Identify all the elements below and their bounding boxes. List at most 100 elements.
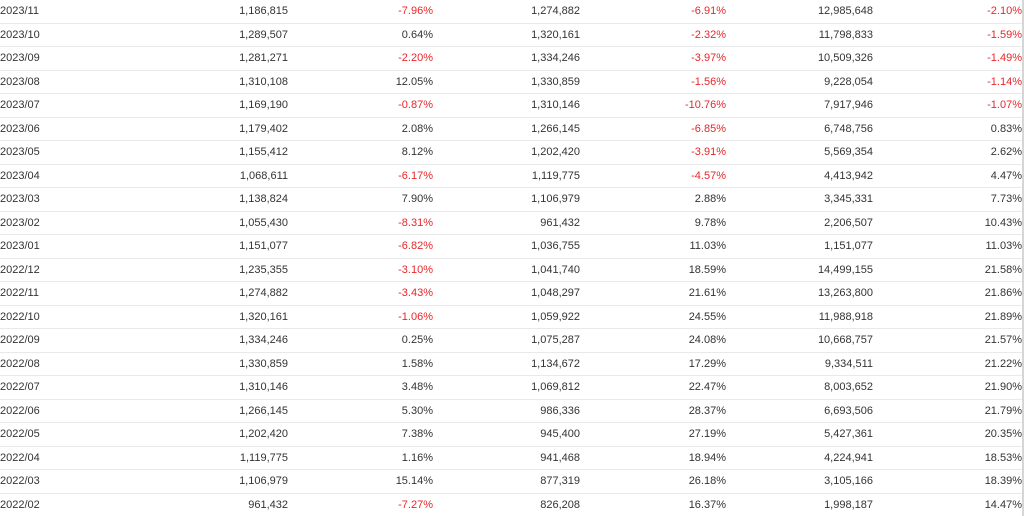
value-3-cell: 14,499,155 bbox=[726, 258, 873, 282]
table-row[interactable]: 2023/11 1,186,815 -7.96% 1,274,882 -6.91% 12,… bbox=[0, 0, 1022, 24]
table-row[interactable]: 2023/03 1,138,824 7.90% 1,106,979 2.88% 3,345… bbox=[0, 187, 1022, 212]
month-cell: 2022/09 bbox=[0, 328, 128, 353]
month-cell: 2023/05 bbox=[0, 140, 128, 165]
change-2-cell: 18.94% bbox=[580, 446, 726, 470]
table-row[interactable]: 2023/02 1,055,430 -8.31% 961,432 9.78% 2,206,… bbox=[0, 211, 1022, 235]
table-row[interactable]: 2023/06 1,179,402 2.08% 1,266,145 -6.85% 6,74… bbox=[0, 117, 1022, 141]
change-3-cell: 2.62% bbox=[873, 140, 1022, 165]
value-2-cell: 1,036,755 bbox=[433, 234, 580, 259]
change-1-cell: -3.43% bbox=[288, 281, 433, 306]
change-2-cell: 24.08% bbox=[580, 328, 726, 353]
value-3-cell: 1,151,077 bbox=[726, 234, 873, 259]
value-2-cell: 1,134,672 bbox=[433, 352, 580, 376]
table-row[interactable]: 2022/06 1,266,145 5.30% 986,336 28.37% 6,693,… bbox=[0, 399, 1022, 423]
value-3-cell: 2,206,507 bbox=[726, 211, 873, 235]
change-2-cell: 18.59% bbox=[580, 258, 726, 282]
table-row[interactable]: 2022/12 1,235,355 -3.10% 1,041,740 18.59% 14,… bbox=[0, 258, 1022, 282]
value-2-cell: 1,320,161 bbox=[433, 23, 580, 47]
change-1-cell: 15.14% bbox=[288, 469, 433, 494]
month-cell: 2022/05 bbox=[0, 422, 128, 447]
month-cell: 2022/08 bbox=[0, 352, 128, 376]
change-3-cell: -1.59% bbox=[873, 23, 1022, 47]
table-row[interactable]: 2022/09 1,334,246 0.25% 1,075,287 24.08% 10,6… bbox=[0, 328, 1022, 353]
value-1-cell: 1,310,108 bbox=[128, 70, 288, 94]
value-3-cell: 6,693,506 bbox=[726, 399, 873, 423]
change-3-cell: 18.39% bbox=[873, 469, 1022, 494]
change-2-cell: 22.47% bbox=[580, 375, 726, 400]
change-3-cell: 21.89% bbox=[873, 305, 1022, 329]
month-cell: 2023/06 bbox=[0, 117, 128, 141]
change-2-cell: -3.91% bbox=[580, 140, 726, 165]
table-row[interactable]: 2022/10 1,320,161 -1.06% 1,059,922 24.55% 11,… bbox=[0, 305, 1022, 329]
change-2-cell: 2.88% bbox=[580, 187, 726, 212]
table-row[interactable]: 2023/07 1,169,190 -0.87% 1,310,146 -10.76% 7,… bbox=[0, 93, 1022, 118]
change-3-cell: -2.10% bbox=[873, 0, 1022, 24]
value-2-cell: 1,310,146 bbox=[433, 93, 580, 118]
table-row[interactable]: 2022/03 1,106,979 15.14% 877,319 26.18% 3,105… bbox=[0, 469, 1022, 494]
value-1-cell: 1,179,402 bbox=[128, 117, 288, 141]
change-1-cell: 1.16% bbox=[288, 446, 433, 470]
month-cell: 2022/12 bbox=[0, 258, 128, 282]
change-1-cell: -2.20% bbox=[288, 46, 433, 71]
value-3-cell: 11,798,833 bbox=[726, 23, 873, 47]
table-row[interactable]: 2022/02 961,432 -7.27% 826,208 16.37% 1,998,1… bbox=[0, 493, 1022, 516]
change-3-cell: -1.07% bbox=[873, 93, 1022, 118]
month-cell: 2022/03 bbox=[0, 469, 128, 494]
change-1-cell: 0.25% bbox=[288, 328, 433, 353]
value-1-cell: 1,266,145 bbox=[128, 399, 288, 423]
change-1-cell: 7.38% bbox=[288, 422, 433, 447]
change-2-cell: -2.32% bbox=[580, 23, 726, 47]
month-cell: 2023/10 bbox=[0, 23, 128, 47]
value-2-cell: 986,336 bbox=[433, 399, 580, 423]
table-row[interactable]: 2022/05 1,202,420 7.38% 945,400 27.19% 5,427,… bbox=[0, 422, 1022, 447]
value-3-cell: 3,105,166 bbox=[726, 469, 873, 494]
change-3-cell: -1.14% bbox=[873, 70, 1022, 94]
value-2-cell: 1,266,145 bbox=[433, 117, 580, 141]
change-1-cell: -0.87% bbox=[288, 93, 433, 118]
change-1-cell: 2.08% bbox=[288, 117, 433, 141]
table-row[interactable]: 2022/04 1,119,775 1.16% 941,468 18.94% 4,224,… bbox=[0, 446, 1022, 470]
table-row[interactable]: 2023/08 1,310,108 12.05% 1,330,859 -1.56% 9,2… bbox=[0, 70, 1022, 94]
table-row[interactable]: 2023/01 1,151,077 -6.82% 1,036,755 11.03% 1,1… bbox=[0, 234, 1022, 259]
value-2-cell: 826,208 bbox=[433, 493, 580, 516]
value-1-cell: 1,274,882 bbox=[128, 281, 288, 306]
value-1-cell: 1,235,355 bbox=[128, 258, 288, 282]
value-2-cell: 1,069,812 bbox=[433, 375, 580, 400]
month-cell: 2022/06 bbox=[0, 399, 128, 423]
table-row[interactable]: 2023/10 1,289,507 0.64% 1,320,161 -2.32% 11,7… bbox=[0, 23, 1022, 47]
value-2-cell: 1,274,882 bbox=[433, 0, 580, 24]
value-3-cell: 4,413,942 bbox=[726, 164, 873, 188]
change-2-cell: -6.85% bbox=[580, 117, 726, 141]
change-1-cell: 3.48% bbox=[288, 375, 433, 400]
change-2-cell: -6.91% bbox=[580, 0, 726, 24]
value-2-cell: 941,468 bbox=[433, 446, 580, 470]
table-row[interactable]: 2023/05 1,155,412 8.12% 1,202,420 -3.91% 5,56… bbox=[0, 140, 1022, 165]
value-3-cell: 9,334,511 bbox=[726, 352, 873, 376]
change-3-cell: 21.57% bbox=[873, 328, 1022, 353]
month-cell: 2022/02 bbox=[0, 493, 128, 516]
table-row[interactable]: 2022/11 1,274,882 -3.43% 1,048,297 21.61% 13,… bbox=[0, 281, 1022, 306]
value-1-cell: 1,055,430 bbox=[128, 211, 288, 235]
month-cell: 2022/10 bbox=[0, 305, 128, 329]
change-3-cell: -1.49% bbox=[873, 46, 1022, 71]
value-3-cell: 1,998,187 bbox=[726, 493, 873, 516]
scrollbar-track[interactable] bbox=[1022, 0, 1024, 516]
table-row[interactable]: 2022/07 1,310,146 3.48% 1,069,812 22.47% 8,00… bbox=[0, 375, 1022, 400]
value-2-cell: 1,041,740 bbox=[433, 258, 580, 282]
table-row[interactable]: 2022/08 1,330,859 1.58% 1,134,672 17.29% 9,33… bbox=[0, 352, 1022, 376]
change-1-cell: -6.82% bbox=[288, 234, 433, 259]
change-3-cell: 10.43% bbox=[873, 211, 1022, 235]
value-2-cell: 1,330,859 bbox=[433, 70, 580, 94]
change-2-cell: 27.19% bbox=[580, 422, 726, 447]
change-1-cell: -7.96% bbox=[288, 0, 433, 24]
value-3-cell: 5,427,361 bbox=[726, 422, 873, 447]
value-3-cell: 3,345,331 bbox=[726, 187, 873, 212]
month-cell: 2023/09 bbox=[0, 46, 128, 71]
change-3-cell: 20.35% bbox=[873, 422, 1022, 447]
value-3-cell: 11,988,918 bbox=[726, 305, 873, 329]
table-row[interactable]: 2023/09 1,281,271 -2.20% 1,334,246 -3.97% 10,… bbox=[0, 46, 1022, 71]
value-3-cell: 12,985,648 bbox=[726, 0, 873, 24]
table-row[interactable]: 2023/04 1,068,611 -6.17% 1,119,775 -4.57% 4,4… bbox=[0, 164, 1022, 188]
value-3-cell: 10,509,326 bbox=[726, 46, 873, 71]
